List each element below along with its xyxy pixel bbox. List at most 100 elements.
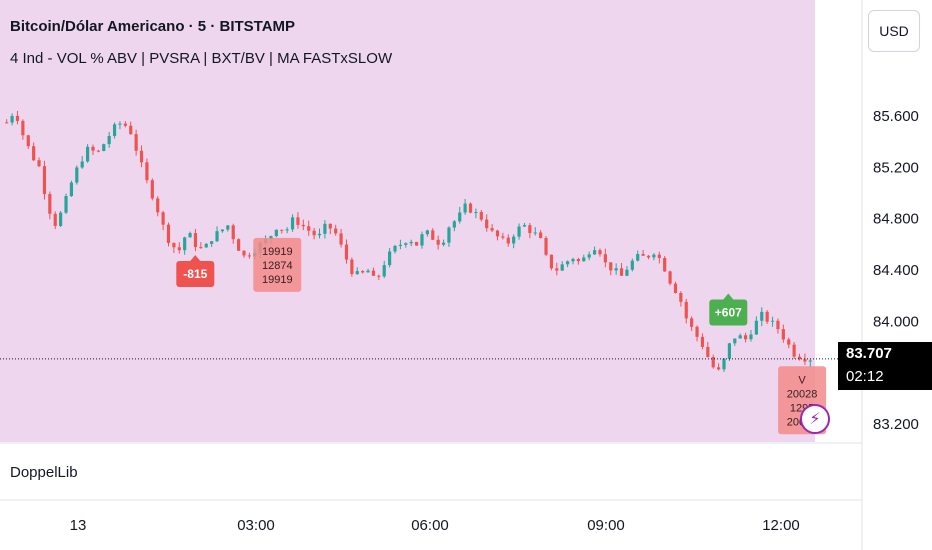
candle-body (776, 320, 780, 330)
candle-body (26, 135, 30, 147)
candle-body (183, 237, 187, 251)
candle-body (512, 236, 516, 244)
candle-body (711, 356, 715, 368)
candle-body (495, 230, 500, 237)
candle-body (447, 227, 451, 243)
candle-body (96, 150, 100, 152)
candle-body (641, 254, 645, 256)
candle-body (42, 166, 47, 195)
candle-body (150, 180, 154, 199)
candle-body (350, 259, 354, 275)
candle-body (290, 217, 295, 230)
candle-body (490, 228, 494, 231)
bar-countdown-label: 02:12 (838, 366, 932, 390)
candle-body (220, 229, 225, 232)
annotation-text: +607 (715, 306, 742, 320)
candle-body (452, 221, 456, 228)
candle-body (129, 125, 133, 135)
candle-body (425, 230, 429, 235)
candle-body (560, 264, 564, 271)
delta-annotation: -815 (176, 255, 215, 288)
candle-body (727, 343, 732, 359)
candle-body (382, 265, 386, 277)
candle-body (517, 226, 521, 237)
candle-body (339, 233, 343, 245)
candle-body (312, 230, 316, 236)
candle-body (598, 250, 602, 255)
candle-body (468, 203, 473, 213)
candle-body (404, 243, 408, 245)
candle-body (614, 268, 618, 271)
candle-body (80, 161, 84, 168)
candle-body (139, 150, 144, 163)
candle-body (5, 122, 9, 124)
lower-pane-label: DoppelLib (10, 464, 78, 481)
delta-annotation: +607 (709, 293, 748, 326)
candle-body (366, 270, 370, 273)
candle-body (414, 241, 419, 246)
candle-body (700, 336, 705, 347)
last-price-label: 83.707 (838, 342, 932, 366)
candle-body (792, 344, 796, 357)
candle-body (161, 212, 165, 225)
candle-body (463, 203, 467, 213)
candle-body (555, 268, 559, 271)
lightning-bolt-icon[interactable]: ⚡ (800, 404, 830, 434)
candle-body (663, 257, 667, 272)
candle-body (738, 335, 742, 339)
candle-body (743, 335, 748, 340)
candle-body (355, 271, 359, 275)
x-tick-label: 13 (70, 517, 87, 534)
candle-body (145, 162, 149, 181)
symbol-title[interactable]: Bitcoin/Dólar Americano · 5 · BITSTAMP (10, 18, 296, 35)
candle-body (301, 224, 305, 227)
candle-body (506, 237, 510, 244)
candle-body (280, 229, 284, 231)
candle-body (668, 271, 672, 284)
candle-body (398, 244, 403, 246)
candle-body (388, 251, 392, 266)
candle-body (188, 233, 192, 238)
candle-body (717, 367, 721, 370)
candle-body (75, 167, 79, 183)
candle-body (69, 182, 74, 197)
candle-body (549, 254, 554, 269)
candle-body (317, 233, 322, 236)
candle-body (237, 239, 241, 251)
candle-body (226, 225, 230, 230)
candle-body (441, 242, 446, 245)
candle-body (177, 247, 181, 251)
indicators-legend[interactable]: 4 Ind - VOL % ABV | PVSRA | BXT/BV | MA … (10, 50, 393, 67)
candle-body (528, 225, 532, 233)
candle-body (53, 213, 57, 226)
candle-body (64, 196, 68, 213)
candle-body (485, 219, 489, 229)
candle-body (706, 346, 710, 357)
candle-body (436, 239, 440, 245)
annotation-text: 20028 (787, 388, 818, 400)
candle-body (85, 146, 90, 162)
y-tick-label: 84.800 (873, 211, 919, 228)
candle-body (544, 238, 548, 255)
candle-body (307, 226, 311, 231)
candle-body (210, 241, 214, 244)
candle-body (102, 144, 106, 151)
candle-body (285, 229, 289, 231)
candle-body (679, 292, 683, 302)
candle-body (592, 250, 597, 255)
candle-body (48, 194, 52, 214)
candle-body (344, 244, 349, 260)
candle-body (409, 241, 413, 244)
candle-body (657, 254, 661, 258)
annotation-text: 12874 (262, 260, 293, 272)
plot-area (0, 0, 815, 442)
candle-body (166, 224, 171, 243)
currency-button[interactable]: USD (868, 10, 920, 52)
candle-body (808, 360, 812, 362)
annotation-text: V (798, 374, 806, 386)
candle-body (754, 320, 758, 335)
y-tick-label: 83.200 (873, 416, 919, 433)
candle-body (566, 261, 570, 265)
candle-body (722, 358, 726, 370)
